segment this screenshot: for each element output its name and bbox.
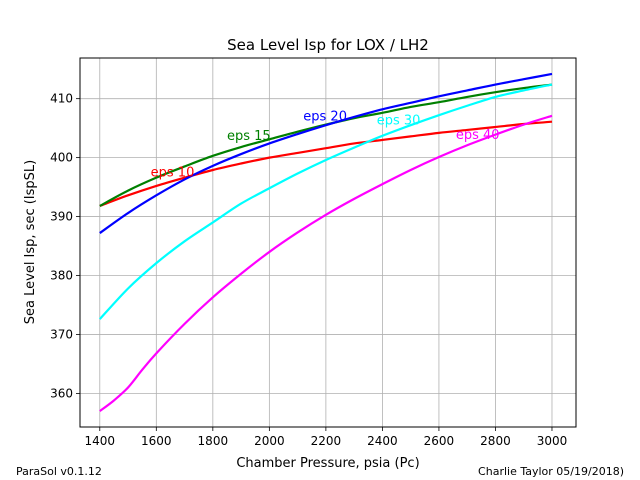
x-tick-label: 2600 — [424, 434, 455, 448]
x-axis-label: Chamber Pressure, psia (Pc) — [236, 456, 419, 471]
y-tick-label: 380 — [50, 269, 73, 283]
footer-author: Charlie Taylor 05/19/2018) — [478, 465, 624, 478]
axis-ticks: 1400 1600 1800 2000 2200 2400 2600 2800 3000 360 3… — [50, 92, 567, 448]
y-tick-label: 360 — [50, 386, 73, 400]
y-tick-label: 400 — [50, 151, 73, 165]
series-label-eps-15: eps 15 — [227, 129, 271, 144]
x-tick-label: 1400 — [85, 434, 116, 448]
series-label-eps-10: eps 10 — [151, 165, 195, 180]
series-label-eps-40: eps 40 — [456, 128, 500, 143]
series-label-eps-30: eps 30 — [377, 114, 421, 129]
x-tick-label: 1800 — [198, 434, 229, 448]
series-line-eps-10 — [99, 120, 553, 207]
series-labels: eps 10 eps 15 eps 20 eps 30 eps 40 — [151, 109, 500, 180]
chart-title: Sea Level Isp for LOX / LH2 — [227, 36, 429, 54]
series-line-eps-40 — [99, 114, 553, 412]
x-tick-label: 2400 — [367, 434, 398, 448]
x-tick-label: 2800 — [480, 434, 511, 448]
y-tick-label: 370 — [50, 327, 73, 341]
x-tick-label: 1600 — [141, 434, 172, 448]
y-tick-label: 410 — [50, 92, 73, 106]
y-tick-label: 390 — [50, 210, 73, 224]
series-line-eps-20 — [99, 72, 553, 234]
x-tick-label: 2000 — [254, 434, 285, 448]
x-tick-label: 3000 — [537, 434, 568, 448]
grid — [80, 58, 576, 427]
footer-version: ParaSol v0.1.12 — [16, 465, 102, 478]
series-lines — [98, 72, 553, 412]
series-label-eps-20: eps 20 — [303, 109, 347, 124]
y-axis-label: Sea Level Isp, sec (IspSL) — [23, 160, 38, 324]
series-line-eps-30 — [98, 83, 553, 320]
plot-frame — [79, 57, 577, 428]
x-tick-label: 2200 — [311, 434, 342, 448]
